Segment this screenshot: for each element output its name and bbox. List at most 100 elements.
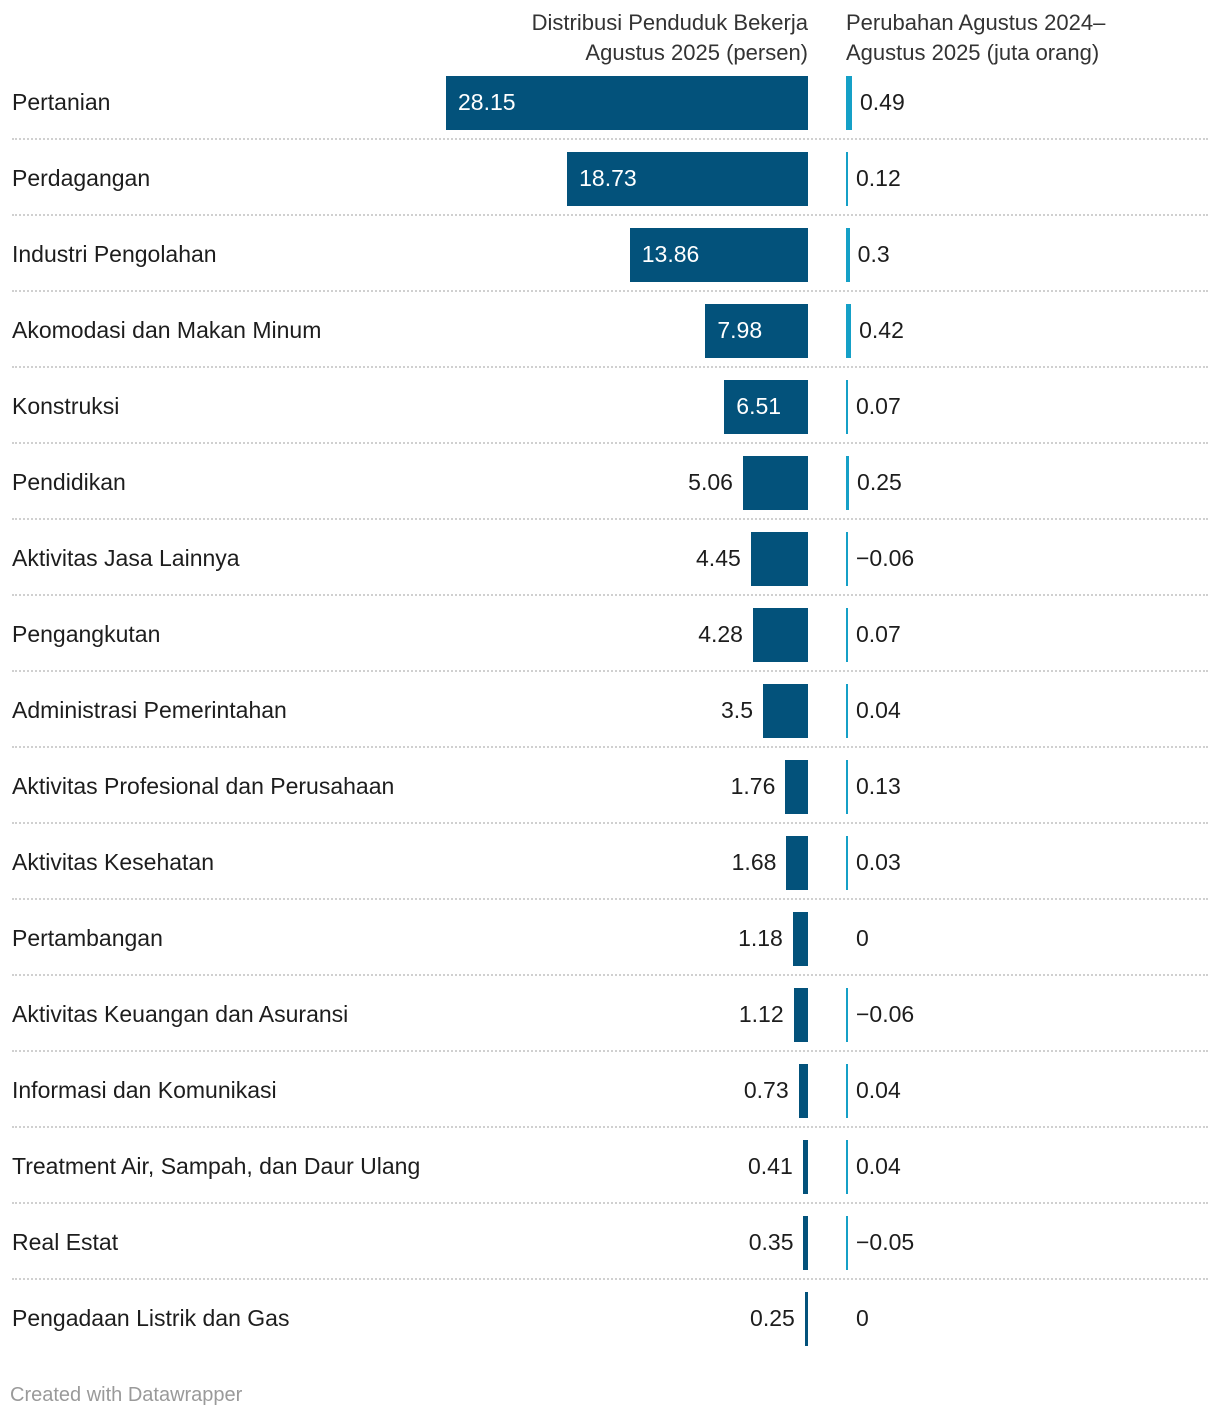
change-bar (846, 228, 850, 282)
row-separator (12, 746, 1208, 748)
category-label: Pertambangan (12, 925, 163, 951)
table-row: Pengangkutan 4.28 0.07 (12, 596, 1208, 672)
distribution-value-label: 0.25 (750, 1305, 795, 1331)
distribution-header-line-1: Distribusi Penduduk Bekerja (531, 10, 808, 35)
row-separator (12, 670, 1208, 672)
row-separator (12, 822, 1208, 824)
change-value-label: 0.49 (859, 89, 905, 115)
distribution-value-label: 18.73 (579, 165, 637, 191)
distribution-value-label: 0.41 (747, 1153, 793, 1179)
change-value-label: −0.06 (856, 1001, 915, 1027)
distribution-header-line-2: Agustus 2025 (persen) (585, 40, 808, 65)
category-label: Industri Pengolahan (12, 241, 217, 267)
distribution-bar (445, 76, 808, 130)
table-row: Pendidikan 5.06 0.25 (12, 444, 1208, 520)
distribution-bar (762, 684, 808, 738)
distribution-value-label: 4.45 (696, 545, 741, 571)
table-row: Informasi dan Komunikasi 0.73 0.04 (12, 1052, 1208, 1128)
change-value-label: 0.04 (856, 1077, 901, 1103)
change-value-label: 0.13 (856, 773, 901, 799)
change-bar (846, 1064, 848, 1118)
change-bar (846, 684, 848, 738)
change-bar (846, 988, 848, 1042)
distribution-bar (804, 1292, 808, 1346)
chart-rows: Pertanian 28.15 0.49 Perdagangan 18.73 0.12 In… (12, 64, 1208, 1356)
change-bar (846, 608, 848, 662)
distribution-value-label: 6.51 (736, 393, 782, 419)
category-label: Akomodasi dan Makan Minum (12, 317, 322, 343)
table-row: Akomodasi dan Makan Minum 7.98 0.42 (12, 292, 1208, 368)
table-row: Industri Pengolahan 13.86 0.3 (12, 216, 1208, 292)
table-row: Konstruksi 6.51 0.07 (12, 368, 1208, 444)
distribution-bar (798, 1064, 808, 1118)
row-separator (12, 1278, 1208, 1280)
distribution-bar (792, 912, 808, 966)
distribution-bar (705, 304, 808, 358)
table-row: Perdagangan 18.73 0.12 (12, 140, 1208, 216)
distribution-bar (786, 836, 808, 890)
change-value-label: 0.12 (856, 165, 901, 191)
change-bar (846, 456, 850, 510)
distribution-bar (752, 608, 808, 662)
distribution-column-header: Distribusi Penduduk Bekerja Agustus 2025 … (532, 8, 808, 68)
distribution-value-label: 1.12 (738, 1001, 784, 1027)
distribution-bar (750, 532, 808, 586)
change-bar (846, 836, 848, 890)
distribution-bar (793, 988, 808, 1042)
change-bar (846, 76, 852, 130)
table-row: Aktivitas Profesional dan Perusahaan 1.76… (12, 748, 1208, 824)
row-separator (12, 366, 1208, 368)
row-separator (12, 138, 1208, 140)
category-label: Aktivitas Kesehatan (12, 849, 215, 875)
distribution-value-label: 5.06 (688, 469, 733, 495)
table-row: Administrasi Pemerintahan 3.5 0.04 (12, 672, 1208, 748)
distribution-value-label: 4.28 (698, 621, 743, 647)
row-separator (12, 518, 1208, 520)
table-row: Pertambangan 1.18 0 (12, 900, 1208, 976)
row-separator (12, 1126, 1208, 1128)
category-label: Pengangkutan (12, 621, 161, 647)
table-row: Aktivitas Jasa Lainnya 4.45 −0.06 (12, 520, 1208, 596)
change-value-label: 0 (856, 1305, 869, 1331)
change-bar (846, 304, 852, 358)
change-value-label: 0.25 (857, 469, 902, 495)
change-bar (846, 380, 848, 434)
change-bar (846, 1216, 848, 1270)
distribution-bar (567, 152, 808, 206)
distribution-bar (724, 380, 808, 434)
category-label: Konstruksi (12, 393, 120, 419)
change-value-label: 0.04 (856, 697, 901, 723)
row-separator (12, 898, 1208, 900)
distribution-bar (802, 1140, 808, 1194)
change-bar (846, 152, 848, 206)
change-value-label: 0.03 (856, 849, 901, 875)
footer-credit: Created with Datawrapper (10, 1384, 243, 1406)
distribution-bar (742, 456, 808, 510)
change-column-header: Perubahan Agustus 2024– Agustus 2025 (jut… (846, 8, 1105, 68)
row-separator (12, 442, 1208, 444)
change-header-line-1: Perubahan Agustus 2024– (846, 10, 1106, 35)
distribution-value-label: 1.18 (738, 925, 783, 951)
table-row: Aktivitas Keuangan dan Asuransi 1.12 −0.06 (12, 976, 1208, 1052)
category-label: Aktivitas Jasa Lainnya (12, 545, 240, 571)
change-value-label: 0.04 (856, 1153, 901, 1179)
table-row: Aktivitas Kesehatan 1.68 0.03 (12, 824, 1208, 900)
distribution-bar (629, 228, 808, 282)
change-value-label: 0.3 (857, 241, 890, 267)
distribution-value-label: 13.86 (641, 241, 700, 267)
category-label: Real Estat (12, 1229, 119, 1255)
distribution-bar (803, 1216, 808, 1270)
change-bar (846, 1140, 848, 1194)
change-value-label: 0.42 (859, 317, 904, 343)
category-label: Pertanian (12, 89, 111, 115)
change-bar (846, 532, 848, 586)
table-row: Pengadaan Listrik dan Gas 0.25 0 (12, 1280, 1208, 1356)
row-separator (12, 290, 1208, 292)
category-label: Aktivitas Keuangan dan Asuransi (12, 1001, 349, 1027)
table-row: Treatment Air, Sampah, dan Daur Ulang 0.4… (12, 1128, 1208, 1204)
distribution-value-label: 0.35 (748, 1229, 794, 1255)
row-separator (12, 594, 1208, 596)
row-separator (12, 974, 1208, 976)
distribution-bar (785, 760, 808, 814)
row-separator (12, 1202, 1208, 1204)
